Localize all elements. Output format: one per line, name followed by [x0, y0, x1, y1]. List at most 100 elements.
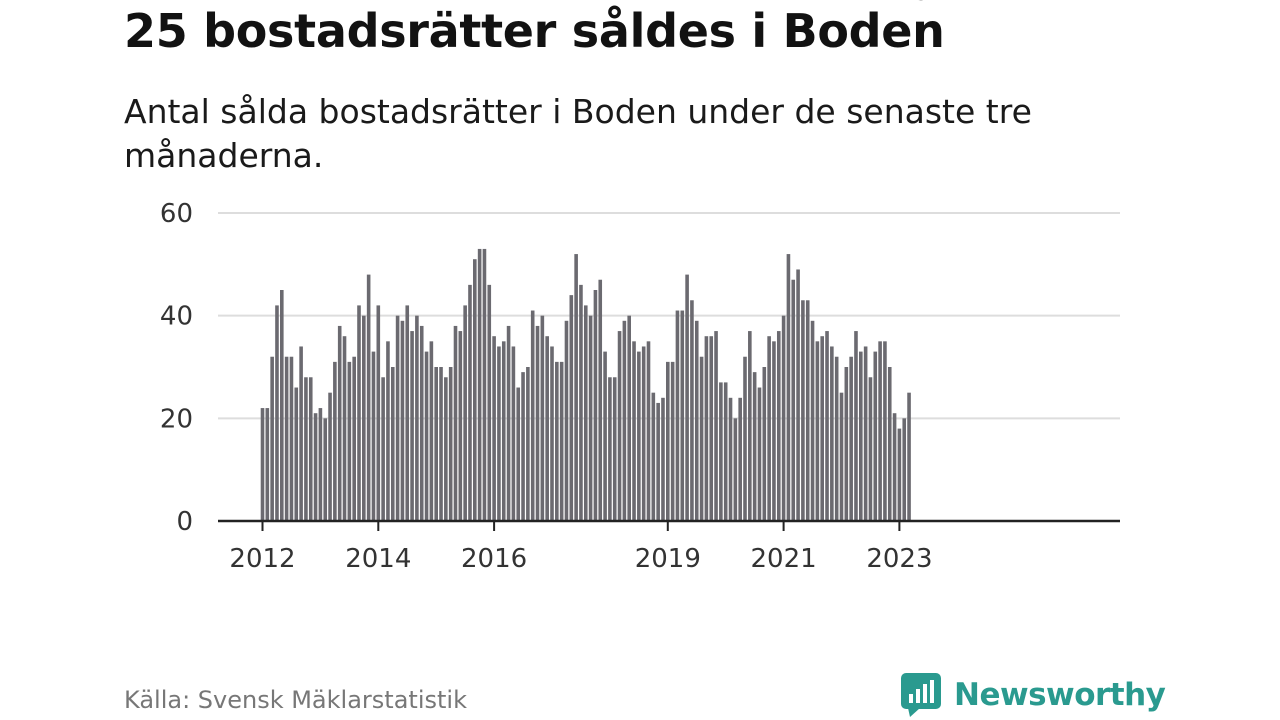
bar	[878, 341, 882, 521]
bar	[352, 356, 356, 521]
bar	[622, 320, 627, 521]
bar	[521, 372, 525, 521]
bar	[839, 392, 844, 521]
bar	[357, 305, 361, 521]
bar	[463, 305, 467, 521]
bar	[468, 284, 472, 521]
bar	[265, 408, 270, 521]
chart-subtitle: Antal sålda bostadsrätter i Boden under …	[124, 92, 1032, 175]
y-tick-label: 60	[160, 199, 193, 229]
bar	[482, 248, 487, 521]
bar	[646, 341, 651, 521]
bar	[579, 284, 583, 521]
bars	[260, 248, 911, 521]
bar	[830, 346, 834, 521]
bar	[719, 382, 723, 521]
bar	[849, 356, 853, 521]
bar	[723, 382, 728, 521]
bar	[390, 367, 395, 521]
bar	[612, 377, 617, 521]
bar	[540, 315, 545, 521]
bar	[699, 356, 704, 521]
bar	[651, 392, 656, 521]
source-note: Källa: Svensk Mäklarstatistik	[124, 686, 467, 714]
bar	[328, 392, 332, 521]
bar	[733, 418, 738, 521]
bar	[550, 346, 554, 521]
bar	[304, 377, 308, 521]
bar	[776, 331, 781, 521]
bar	[501, 341, 506, 521]
bar	[444, 377, 448, 521]
bar	[574, 254, 578, 521]
x-tick-label: 2012	[229, 544, 295, 574]
bar	[680, 310, 685, 521]
bar	[410, 331, 414, 521]
x-tick-label: 2016	[461, 544, 527, 574]
bar	[583, 305, 588, 521]
bar	[598, 279, 603, 521]
bar	[738, 397, 742, 521]
bar	[526, 367, 530, 521]
bar	[863, 346, 868, 521]
bar	[801, 300, 805, 521]
bar	[892, 413, 897, 521]
bar	[685, 274, 689, 521]
x-tick-label: 2023	[866, 544, 932, 574]
bar	[419, 325, 424, 521]
y-tick-label: 20	[160, 404, 193, 434]
bar	[637, 351, 641, 521]
bar	[530, 310, 535, 521]
bar	[748, 331, 752, 521]
bar	[405, 305, 410, 521]
bar	[772, 341, 776, 521]
bar	[294, 387, 299, 521]
bar	[641, 346, 646, 521]
bar	[666, 361, 670, 521]
bar	[506, 325, 511, 521]
bar	[632, 341, 636, 521]
bar	[859, 351, 863, 521]
bar	[434, 367, 438, 521]
bar	[429, 341, 434, 521]
bar	[656, 402, 660, 521]
bar	[805, 300, 810, 521]
newsworthy-logo-icon	[901, 673, 941, 717]
bar	[516, 387, 521, 521]
bar	[323, 418, 328, 521]
bar	[308, 377, 313, 521]
bar	[564, 320, 569, 521]
bar	[709, 336, 714, 521]
x-tick-label: 2019	[635, 544, 701, 574]
bar	[381, 377, 385, 521]
bar	[661, 397, 665, 521]
bar	[347, 361, 352, 521]
bar	[670, 361, 675, 521]
bar	[844, 367, 849, 521]
bar	[694, 320, 699, 521]
bar	[675, 310, 680, 521]
newsworthy-logo: Newsworthy	[900, 670, 1166, 720]
bar	[337, 325, 342, 521]
bar	[608, 377, 612, 521]
bar	[887, 367, 892, 521]
bar	[497, 346, 501, 521]
bar	[593, 290, 598, 521]
bar	[400, 320, 405, 521]
bar	[757, 387, 762, 521]
bar	[386, 341, 390, 521]
bar	[371, 351, 376, 521]
bar	[728, 397, 733, 521]
bar	[559, 361, 564, 521]
bar	[791, 279, 796, 521]
bar	[834, 356, 839, 521]
bar	[492, 336, 496, 521]
bar	[897, 428, 902, 521]
bar	[781, 315, 786, 521]
bar	[424, 351, 429, 521]
bar	[280, 290, 284, 521]
bar	[743, 356, 747, 521]
bar	[854, 331, 858, 521]
bar	[395, 315, 400, 521]
bar	[284, 356, 289, 521]
